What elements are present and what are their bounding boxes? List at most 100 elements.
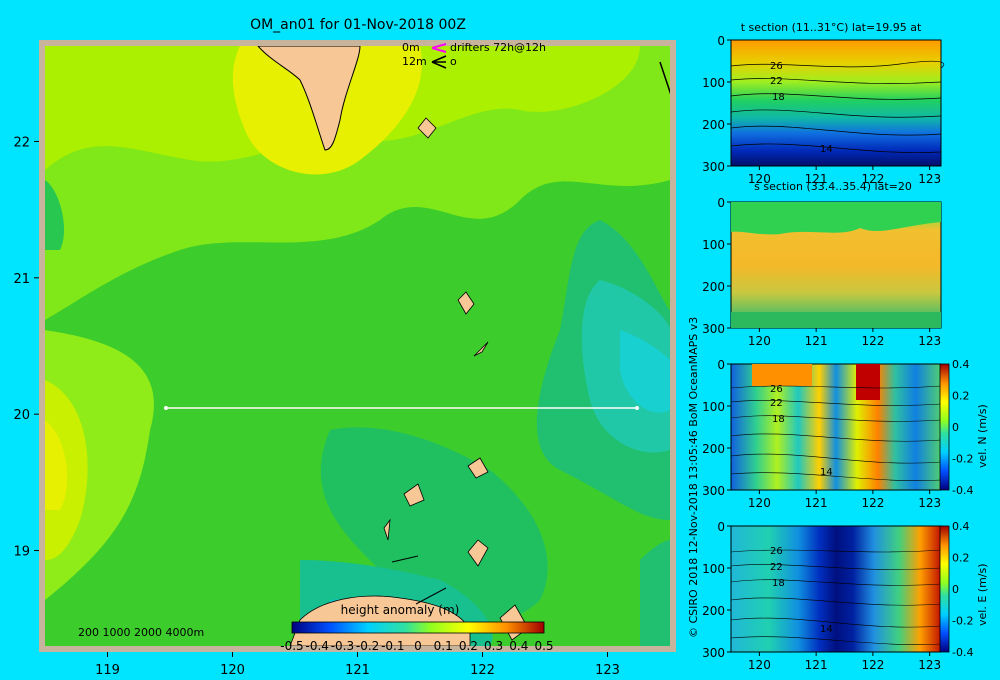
svg-text:18: 18	[772, 414, 785, 425]
credit-text: © CSIRO 2018 12-Nov-2018 13:05:46 BoM Oc…	[687, 317, 700, 638]
height-anomaly-field	[45, 46, 670, 646]
section-y-tick-label: 100	[702, 76, 725, 90]
section-x-tick-label: 122	[861, 334, 884, 348]
section-x-tick-label: 121	[805, 658, 828, 672]
height-colorbar	[291, 621, 545, 634]
section-y-tick-label: 100	[702, 238, 725, 252]
vel-east-label: vel. E (m/s)	[976, 563, 989, 626]
map-x-tick-label: 121	[345, 663, 370, 678]
salinity-section	[730, 201, 942, 329]
section-y-tick-label: 200	[702, 604, 725, 618]
map-x-tick-label: 120	[220, 663, 245, 678]
svg-text:22: 22	[770, 398, 783, 409]
vel-colorbar-tick-label: 0.2	[952, 552, 970, 565]
svg-text:14: 14	[820, 467, 833, 478]
vel-colorbar-tick-label: 0	[952, 583, 959, 596]
svg-text:18: 18	[772, 92, 785, 103]
colorbar-title: height anomaly (m)	[341, 603, 460, 617]
landmass-north	[257, 46, 361, 151]
section-y-tick-label: 300	[702, 322, 725, 336]
vel-colorbar-tick-label: -0.2	[952, 453, 973, 466]
map-y-axis: 19 20 21 22	[13, 135, 39, 560]
map-x-tick-label: 119	[95, 663, 120, 678]
section-x-tick-label: 120	[748, 496, 771, 510]
vel-north-section: 26 22 18 14	[730, 363, 942, 491]
drifter-depth-2: 12m	[402, 55, 427, 68]
vel-colorbar-tick-label: 0.2	[952, 390, 970, 403]
section-y-tick-label: 200	[702, 118, 725, 132]
section-x-tick-label: 123	[918, 172, 941, 186]
vel-colorbar-tick-label: 0	[952, 421, 959, 434]
drifter-12m-icon	[431, 55, 447, 69]
svg-text:26: 26	[770, 546, 783, 557]
section-y-tick-label: 0	[717, 520, 725, 534]
section-y-tick-label: 0	[717, 196, 725, 210]
colorbar-tick-label: -0.5	[280, 639, 303, 653]
s-section-title: s section (33.4..35.4) lat=20	[754, 180, 912, 193]
svg-text:14: 14	[820, 144, 833, 155]
map-x-tick-label: 123	[595, 663, 620, 678]
map-y-tick-label: 20	[13, 408, 30, 423]
colorbar-tick-label: 0.2	[459, 639, 478, 653]
height-colorbar-ticks: -0.5 -0.4 -0.3 -0.2 -0.1 0 0.1 0.2 0.3 0.4 0.5	[280, 639, 553, 653]
section-x-tick-label: 123	[918, 496, 941, 510]
vel-east-section: 26 22 18 14	[730, 525, 942, 653]
vel-colorbar-tick-label: -0.4	[952, 646, 973, 659]
colorbar-tick-label: -0.1	[381, 639, 404, 653]
section-y-tick-label: 200	[702, 280, 725, 294]
vel-north-colorbar	[939, 363, 950, 491]
t-section-title: t section (11..31°C) lat=19.95 at	[741, 21, 922, 34]
colorbar-tick-label: 0.5	[534, 639, 553, 653]
section-x-tick-label: 122	[861, 172, 884, 186]
drifter-label-2: o	[450, 55, 457, 68]
section-y-tick-label: 300	[702, 160, 725, 174]
drifter-depth-1: 0m	[402, 41, 420, 54]
section-x-tick-label: 121	[805, 496, 828, 510]
section-y-tick-label: 200	[702, 442, 725, 456]
section-axes: 120 121 122 123 0 100 200 300 120 121 122 123 0 100 20…	[702, 34, 973, 672]
section-x-tick-label: 120	[748, 658, 771, 672]
map-y-tick-label: 22	[13, 135, 30, 150]
section-x-tick-label: 120	[748, 334, 771, 348]
vel-east-colorbar	[939, 525, 950, 653]
section-y-tick-label: 0	[717, 34, 725, 48]
map-x-axis: 119 120 121 122 123	[95, 652, 620, 678]
section-y-tick-label: 300	[702, 646, 725, 660]
svg-text:14: 14	[820, 624, 833, 635]
landmass-south	[289, 595, 471, 646]
svg-text:22: 22	[770, 562, 783, 573]
map-y-tick-label: 19	[13, 545, 30, 560]
colorbar-tick-label: 0.1	[434, 639, 453, 653]
colorbar-tick-label: -0.2	[356, 639, 379, 653]
section-y-tick-label: 0	[717, 358, 725, 372]
svg-text:18: 18	[772, 578, 785, 589]
vel-colorbar-tick-label: -0.4	[952, 484, 973, 497]
colorbar-tick-label: -0.3	[331, 639, 354, 653]
section-x-tick-label: 121	[805, 172, 828, 186]
vel-colorbar-tick-label: 0.4	[952, 358, 970, 371]
bathymetry-labels: 200 1000 2000 4000m	[78, 626, 204, 639]
map-y-tick-label: 21	[13, 272, 30, 287]
drifter-surface-icon	[431, 43, 447, 53]
map-x-tick-label: 122	[470, 663, 495, 678]
section-x-tick-label: 123	[918, 658, 941, 672]
vel-colorbar-tick-label: -0.2	[952, 615, 973, 628]
section-y-tick-label: 100	[702, 400, 725, 414]
section-x-tick-label: 122	[861, 658, 884, 672]
drifter-label-1: drifters 72h@12h	[450, 41, 546, 54]
colorbar-tick-label: 0	[414, 639, 422, 653]
svg-text:26: 26	[770, 384, 783, 395]
section-x-tick-label: 122	[861, 496, 884, 510]
svg-text:22: 22	[770, 76, 783, 87]
section-x-tick-label: 121	[805, 334, 828, 348]
temperature-section: 26 22 18 14	[730, 39, 945, 167]
section-y-tick-label: 100	[702, 562, 725, 576]
vel-colorbar-tick-label: 0.4	[952, 520, 970, 533]
colorbar-tick-label: 0.3	[484, 639, 503, 653]
section-y-tick-label: 300	[702, 484, 725, 498]
svg-text:26: 26	[770, 61, 783, 72]
section-x-tick-label: 120	[748, 172, 771, 186]
colorbar-tick-label: 0.4	[509, 639, 528, 653]
